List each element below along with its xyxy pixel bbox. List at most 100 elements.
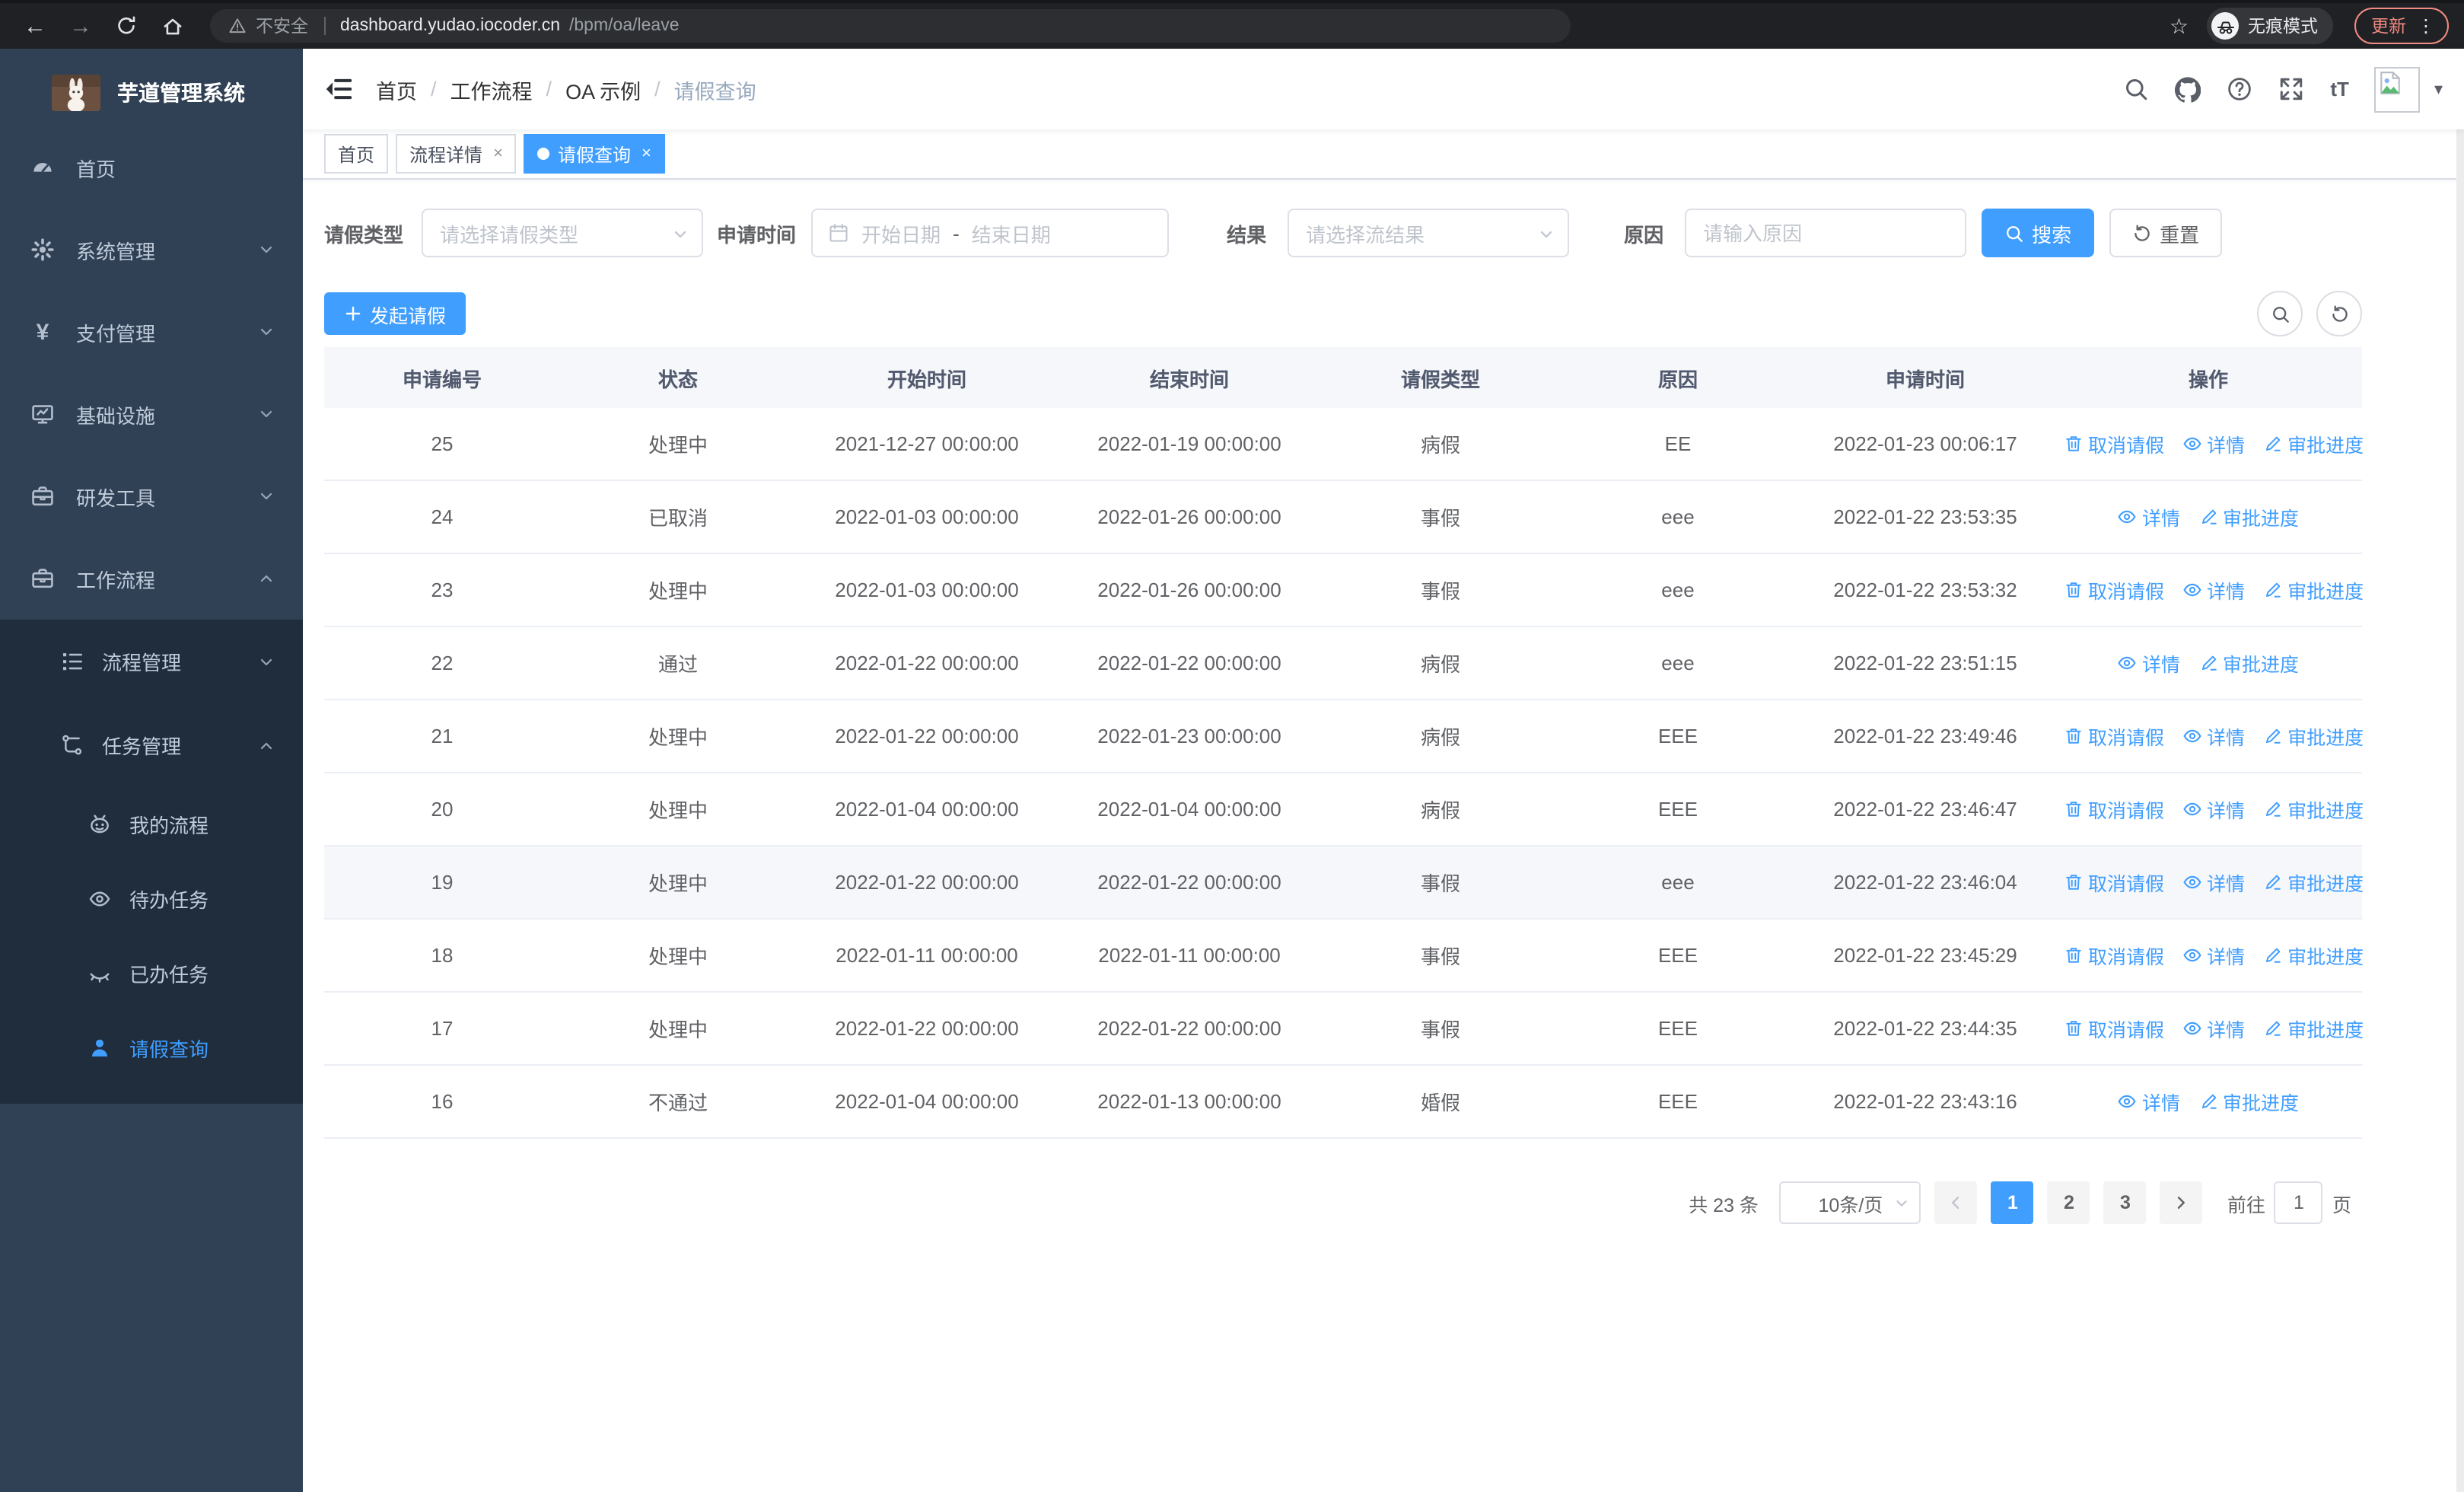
cancel-leave-link[interactable]: 取消请假 bbox=[2064, 1014, 2164, 1043]
eye-icon bbox=[2118, 1092, 2138, 1111]
reason-input[interactable] bbox=[1685, 209, 1967, 257]
table-row: 25 处理中 2021-12-27 00:00:00 2022-01-19 00:0… bbox=[324, 408, 2364, 481]
search-icon[interactable] bbox=[2123, 76, 2149, 102]
apply-time-range-picker[interactable]: 开始日期 - 结束日期 bbox=[811, 209, 1170, 257]
approval-progress-link[interactable]: 审批进度 bbox=[2263, 1014, 2364, 1043]
approval-progress-link[interactable]: 审批进度 bbox=[2263, 868, 2364, 897]
approval-progress-link[interactable]: 审批进度 bbox=[2263, 941, 2364, 970]
help-icon[interactable] bbox=[2227, 76, 2252, 102]
sidebar-item-done-tasks[interactable]: 已办任务 bbox=[0, 936, 303, 1011]
update-button[interactable]: 更新 ⋮ bbox=[2354, 8, 2449, 44]
detail-link[interactable]: 详情 bbox=[2182, 575, 2245, 604]
goto-page-input[interactable] bbox=[2274, 1181, 2323, 1224]
kebab-menu-icon[interactable]: ⋮ bbox=[2417, 15, 2435, 37]
approval-progress-link[interactable]: 审批进度 bbox=[2198, 502, 2299, 531]
page-button-2[interactable]: 2 bbox=[2047, 1181, 2090, 1224]
cancel-leave-link[interactable]: 取消请假 bbox=[2064, 722, 2164, 751]
sidebar-item-label: 基础设施 bbox=[76, 404, 156, 427]
approval-progress-link[interactable]: 审批进度 bbox=[2263, 722, 2364, 751]
tab-label: 流程详情 bbox=[409, 144, 483, 165]
avatar[interactable] bbox=[2374, 66, 2421, 112]
sidebar-item-home[interactable]: 首页 bbox=[0, 126, 303, 209]
breadcrumb-item[interactable]: 首页 bbox=[376, 80, 417, 103]
result-select[interactable]: 请选择流结果 bbox=[1288, 209, 1570, 257]
browser-forward-icon[interactable]: → bbox=[69, 13, 92, 39]
sidebar-fold-icon[interactable] bbox=[324, 75, 353, 104]
sidebar-item-label: 支付管理 bbox=[76, 322, 156, 345]
close-icon[interactable]: × bbox=[641, 145, 651, 163]
detail-link[interactable]: 详情 bbox=[2118, 502, 2180, 531]
tab-bar: 首页 流程详情 × 请假查询 × bbox=[303, 129, 2464, 180]
cancel-leave-link[interactable]: 取消请假 bbox=[2064, 575, 2164, 604]
chevron-down-icon bbox=[1894, 1195, 1911, 1212]
refresh-table-button[interactable] bbox=[2316, 291, 2362, 336]
breadcrumb-item[interactable]: 工作流程 bbox=[450, 80, 533, 103]
approval-progress-link[interactable]: 审批进度 bbox=[2263, 429, 2364, 458]
trash-icon bbox=[2064, 726, 2084, 746]
cancel-leave-link[interactable]: 取消请假 bbox=[2064, 795, 2164, 824]
trash-icon bbox=[2064, 580, 2084, 600]
github-icon[interactable] bbox=[2175, 76, 2201, 102]
app-logo[interactable]: 芋道管理系统 bbox=[0, 49, 303, 122]
scrollbar[interactable] bbox=[2456, 97, 2464, 1492]
cancel-leave-link[interactable]: 取消请假 bbox=[2064, 429, 2164, 458]
approval-progress-link[interactable]: 审批进度 bbox=[2198, 649, 2299, 677]
detail-link[interactable]: 详情 bbox=[2182, 429, 2245, 458]
next-page-button[interactable] bbox=[2160, 1181, 2203, 1224]
eye-icon bbox=[2182, 945, 2202, 965]
leave-type-select[interactable]: 请选择请假类型 bbox=[422, 209, 704, 257]
tab-leave-query[interactable]: 请假查询 × bbox=[524, 134, 665, 174]
cancel-leave-link[interactable]: 取消请假 bbox=[2064, 941, 2164, 970]
detail-link[interactable]: 详情 bbox=[2182, 868, 2245, 897]
sidebar-item-todo-tasks[interactable]: 待办任务 bbox=[0, 862, 303, 936]
sidebar-item-workflow[interactable]: 工作流程 bbox=[0, 537, 303, 620]
page-button-1[interactable]: 1 bbox=[1991, 1181, 2034, 1224]
caret-down-icon[interactable]: ▾ bbox=[2434, 81, 2443, 99]
detail-link[interactable]: 详情 bbox=[2118, 1087, 2180, 1116]
sidebar-item-task-mgmt[interactable]: 任务管理 bbox=[0, 703, 303, 787]
chevron-down-icon bbox=[1537, 225, 1555, 244]
create-leave-button[interactable]: 发起请假 bbox=[324, 292, 466, 335]
eye-icon bbox=[2182, 872, 2202, 892]
show-search-button[interactable] bbox=[2257, 291, 2303, 336]
fullscreen-icon[interactable] bbox=[2278, 76, 2304, 102]
url-bar[interactable]: 不安全 dashboard.yudao.iocoder.cn/bpm/oa/le… bbox=[210, 9, 1571, 43]
detail-link[interactable]: 详情 bbox=[2182, 1014, 2245, 1043]
approval-progress-link[interactable]: 审批进度 bbox=[2263, 795, 2364, 824]
bookmark-star-icon[interactable]: ☆ bbox=[2169, 13, 2189, 37]
col-header: 状态 bbox=[560, 347, 796, 408]
approval-progress-link[interactable]: 审批进度 bbox=[2263, 575, 2364, 604]
detail-link[interactable]: 详情 bbox=[2118, 649, 2180, 677]
font-size-icon[interactable]: tT bbox=[2330, 78, 2349, 100]
page-button-3[interactable]: 3 bbox=[2103, 1181, 2147, 1224]
approval-progress-link[interactable]: 审批进度 bbox=[2198, 1087, 2299, 1116]
prev-page-button[interactable] bbox=[1934, 1181, 1978, 1224]
briefcase-icon bbox=[30, 484, 55, 508]
tab-process-detail[interactable]: 流程详情 × bbox=[396, 134, 517, 174]
cancel-leave-link[interactable]: 取消请假 bbox=[2064, 868, 2164, 897]
close-icon[interactable]: × bbox=[493, 145, 503, 163]
sidebar-item-leave-query[interactable]: 请假查询 bbox=[0, 1011, 303, 1085]
sidebar-item-system[interactable]: 系统管理 bbox=[0, 209, 303, 291]
sidebar-item-my-process[interactable]: 我的流程 bbox=[0, 787, 303, 862]
browser-home-icon[interactable] bbox=[152, 6, 192, 46]
page-size-select[interactable]: 10条/页 bbox=[1779, 1181, 1921, 1224]
sidebar-item-infra[interactable]: 基础设施 bbox=[0, 373, 303, 455]
reset-button[interactable]: 重置 bbox=[2109, 209, 2223, 257]
detail-link[interactable]: 详情 bbox=[2182, 941, 2245, 970]
workflow-submenu: 流程管理 任务管理 我的流程 待办任务 bbox=[0, 620, 303, 1104]
search-button[interactable]: 搜索 bbox=[1982, 209, 2095, 257]
browser-reload-icon[interactable] bbox=[107, 6, 146, 46]
breadcrumb-item[interactable]: OA 示例 bbox=[565, 80, 641, 103]
sidebar-item-process-mgmt[interactable]: 流程管理 bbox=[0, 620, 303, 703]
incognito-badge[interactable]: 无痕模式 bbox=[2207, 8, 2333, 44]
browser-back-icon[interactable]: ← bbox=[24, 13, 46, 39]
detail-link[interactable]: 详情 bbox=[2182, 722, 2245, 751]
pen-icon bbox=[2263, 580, 2283, 600]
detail-link[interactable]: 详情 bbox=[2182, 795, 2245, 824]
table-row: 23 处理中 2022-01-03 00:00:00 2022-01-26 00:0… bbox=[324, 553, 2364, 627]
table-header-row: 申请编号 状态 开始时间 结束时间 请假类型 原因 申请时间 操作 bbox=[324, 347, 2362, 408]
tab-home[interactable]: 首页 bbox=[324, 134, 389, 174]
sidebar-item-payment[interactable]: ¥ 支付管理 bbox=[0, 291, 303, 373]
sidebar-item-devtools[interactable]: 研发工具 bbox=[0, 455, 303, 537]
